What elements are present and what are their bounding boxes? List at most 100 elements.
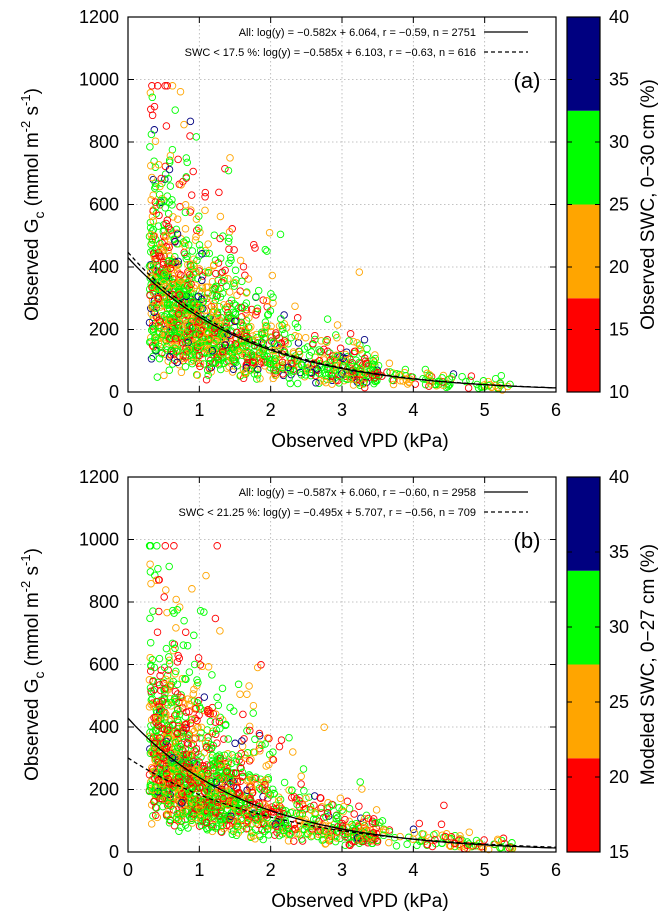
data-point <box>153 813 162 822</box>
data-point <box>237 758 246 767</box>
data-point <box>169 646 178 655</box>
data-point <box>151 750 159 758</box>
data-point <box>206 803 215 812</box>
data-point <box>146 684 155 692</box>
data-point <box>186 306 195 314</box>
data-point <box>290 837 298 845</box>
data-point <box>163 725 171 734</box>
data-point <box>376 818 384 827</box>
data-point <box>198 250 206 258</box>
data-point <box>156 764 165 772</box>
data-point <box>190 727 198 736</box>
data-point <box>317 804 325 812</box>
data-point <box>146 614 154 623</box>
data-point <box>456 832 464 840</box>
data-point <box>359 818 367 827</box>
data-point <box>242 289 251 297</box>
data-point <box>176 742 185 751</box>
data-point <box>262 803 271 811</box>
data-point <box>276 795 285 804</box>
data-point <box>180 120 188 129</box>
data-point <box>244 275 253 283</box>
data-point <box>148 656 157 664</box>
data-point <box>437 820 446 829</box>
x-axis-title: Observed VPD (kPa) <box>271 431 448 452</box>
data-point <box>320 376 328 385</box>
data-point <box>392 842 401 850</box>
data-point <box>177 772 186 781</box>
data-point <box>328 380 336 388</box>
data-point <box>497 371 506 380</box>
data-point <box>385 838 393 847</box>
data-point <box>167 802 175 810</box>
data-point <box>285 374 293 382</box>
colorbar: 10 15 20 25 30 35 40 Observed SWC, 0−30 cm (%) <box>566 7 659 402</box>
data-point <box>164 799 173 808</box>
data-point <box>146 291 154 300</box>
data-point <box>248 786 256 794</box>
data-point <box>169 756 177 765</box>
data-point <box>198 276 206 285</box>
colorbar-tick-label: 20 <box>609 767 629 787</box>
colorbar-tick-label: 25 <box>609 195 629 215</box>
data-point <box>203 825 212 834</box>
data-point <box>155 354 164 363</box>
data-point <box>297 361 306 370</box>
data-point <box>205 823 213 832</box>
data-point <box>421 365 430 374</box>
data-point <box>177 312 185 321</box>
y-tick-label: 800 <box>89 592 119 612</box>
data-point <box>301 371 310 379</box>
data-point <box>152 202 161 211</box>
colorbar-tick-label: 10 <box>609 382 629 402</box>
data-point <box>233 784 241 792</box>
data-point <box>281 818 290 827</box>
x-tick-label: 1 <box>194 400 204 420</box>
data-point <box>220 274 228 282</box>
data-point <box>345 337 353 345</box>
data-point <box>187 799 196 807</box>
data-point <box>498 836 506 845</box>
data-point <box>152 304 161 312</box>
data-point <box>146 89 155 97</box>
data-point <box>167 333 175 342</box>
data-point <box>267 322 275 331</box>
data-point <box>251 813 260 822</box>
data-point <box>172 697 180 706</box>
data-point <box>203 366 212 375</box>
data-point <box>295 347 304 356</box>
data-point <box>149 232 158 241</box>
data-point <box>351 347 359 356</box>
y-axis-title-superscript: -2 <box>18 581 33 593</box>
data-point <box>272 329 280 337</box>
data-point <box>161 232 170 240</box>
data-point <box>186 208 194 216</box>
data-point <box>247 350 256 358</box>
data-point <box>419 374 427 383</box>
data-point <box>165 656 174 665</box>
data-point <box>147 248 155 256</box>
data-point <box>157 286 166 294</box>
data-point <box>360 335 369 344</box>
data-point <box>313 365 321 373</box>
data-point <box>202 818 211 827</box>
data-point <box>146 653 154 662</box>
data-point <box>162 770 171 778</box>
data-point <box>323 808 332 817</box>
data-point <box>231 769 240 777</box>
data-point <box>236 763 244 772</box>
data-point <box>275 793 283 801</box>
data-point <box>191 236 200 244</box>
data-point <box>150 157 158 165</box>
data-point <box>249 358 257 367</box>
data-point <box>356 778 364 786</box>
data-point <box>267 337 276 345</box>
data-point <box>249 807 257 815</box>
data-point <box>173 768 181 776</box>
data-point <box>278 358 287 367</box>
data-point <box>222 282 231 290</box>
data-point <box>346 841 354 850</box>
data-point <box>166 301 174 309</box>
data-point <box>186 719 195 727</box>
data-point <box>229 354 237 362</box>
